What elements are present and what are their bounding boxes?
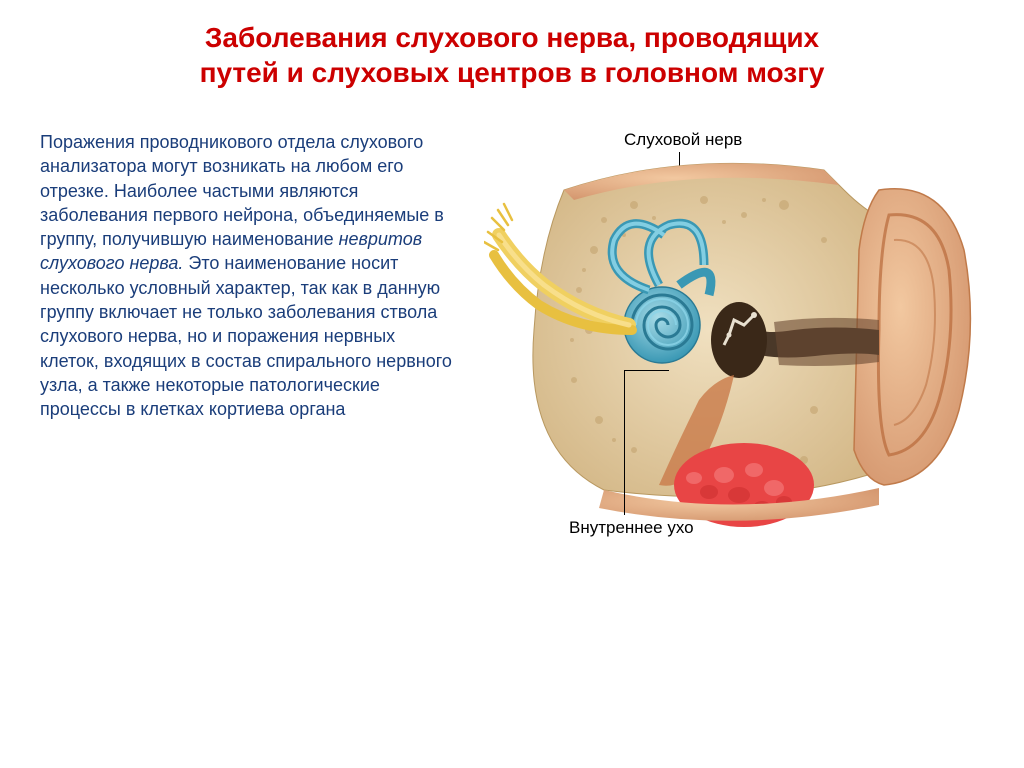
title-line1: Заболевания слухового нерва, проводящих [205,22,819,53]
ear-diagram [484,130,984,530]
leader-inner-ear [624,370,625,515]
body-after: Это наименование носит несколько условны… [40,253,452,419]
ear-illustration [484,130,984,530]
label-inner-ear: Внутреннее ухо [569,518,694,538]
body-text: Поражения проводникового отдела слуховог… [40,130,454,530]
content-row: Поражения проводникового отдела слуховог… [40,130,984,530]
slide-title: Заболевания слухового нерва, проводящих … [40,20,984,90]
diagram-column: Слуховой нерв [474,130,984,530]
middle-ear [711,302,767,378]
title-line2: путей и слуховых центров в головном мозг… [200,57,825,88]
leader-inner-ear-h [624,370,669,371]
canal-wall [774,318,879,366]
